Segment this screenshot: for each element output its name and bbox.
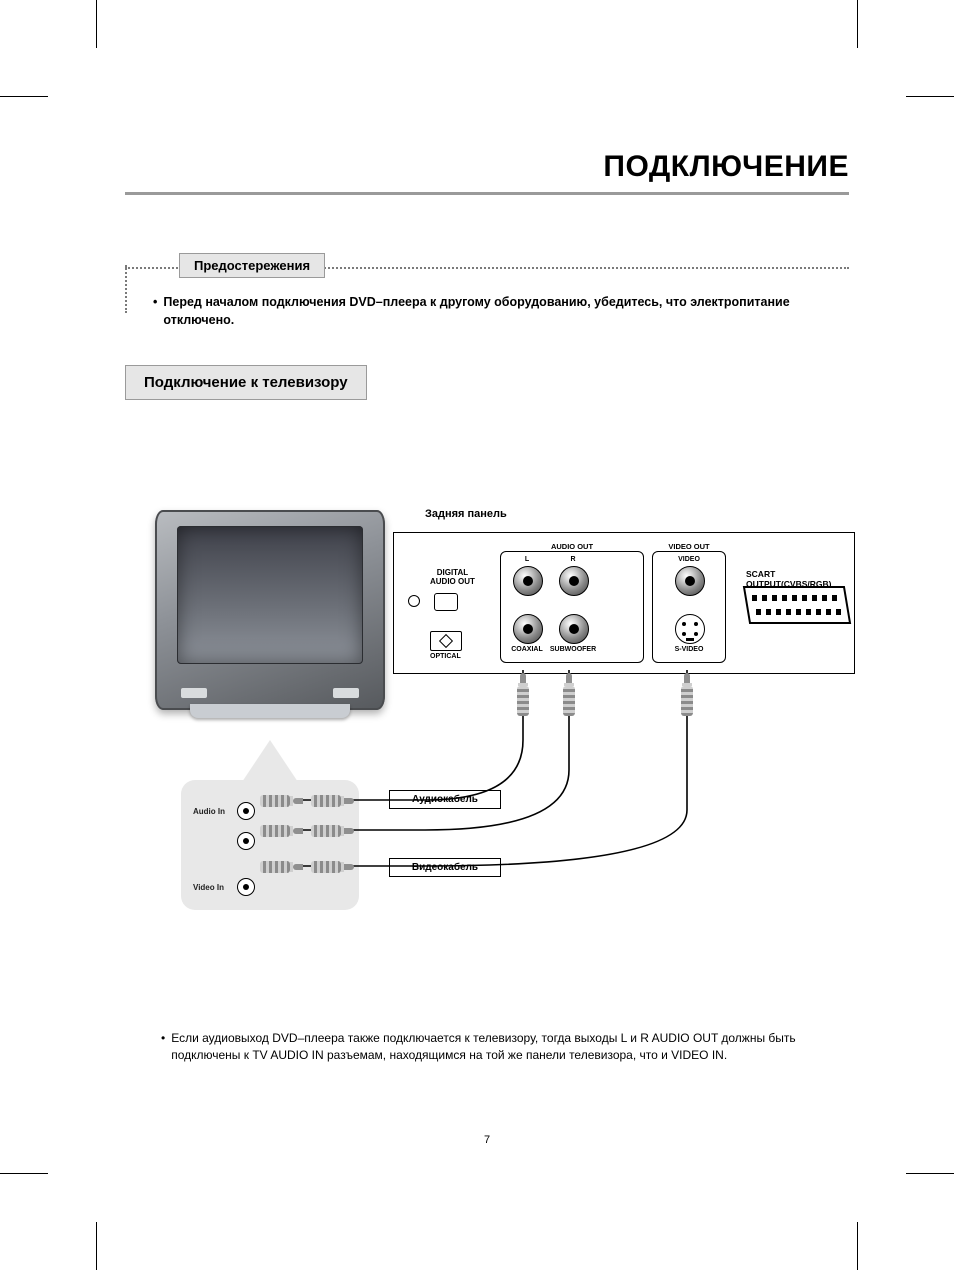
note-body: Если аудиовыход DVD–плеера также подключ… <box>171 1030 829 1065</box>
bullet-icon: • <box>153 293 157 329</box>
cropmark <box>0 1173 48 1174</box>
rca-plug-icon <box>562 673 576 716</box>
precautions-header: Предостережения <box>125 253 849 281</box>
manual-page: ПОДКЛЮЧЕНИЕ Предостережения • Перед нача… <box>0 0 954 1270</box>
page-title: ПОДКЛЮЧЕНИЕ <box>125 150 849 184</box>
title-rule <box>125 192 849 195</box>
cropmark <box>96 0 97 48</box>
rca-plug-icon <box>680 673 694 716</box>
dotted-rule-vertical-icon <box>125 265 127 313</box>
precautions-badge: Предостережения <box>179 253 325 278</box>
rca-plug-icon <box>311 860 354 874</box>
rca-plug-icon <box>311 824 354 838</box>
rca-plug-icon <box>260 824 303 838</box>
connection-diagram: Задняя панель Audio In <box>125 510 849 940</box>
cropmark <box>0 96 48 97</box>
connection-note: • Если аудиовыход DVD–плеера также подкл… <box>161 1030 829 1065</box>
cropmark <box>906 1173 954 1174</box>
cropmark <box>96 1222 97 1270</box>
cropmark <box>857 1222 858 1270</box>
precautions-body: Перед началом подключения DVD–плеера к д… <box>163 293 849 329</box>
cropmark <box>857 0 858 48</box>
rca-plug-icon <box>516 673 530 716</box>
content-area: ПОДКЛЮЧЕНИЕ Предостережения • Перед нача… <box>125 150 849 1150</box>
precautions-text: • Перед началом подключения DVD–плеера к… <box>153 293 849 329</box>
rca-plug-icon <box>260 860 303 874</box>
cropmark <box>906 96 954 97</box>
rca-plug-icon <box>311 794 354 808</box>
cables-icon <box>125 510 849 940</box>
page-number: 7 <box>484 1134 490 1146</box>
rca-plug-icon <box>260 794 303 808</box>
bullet-icon: • <box>161 1030 165 1065</box>
section-badge: Подключение к телевизору <box>125 365 367 400</box>
